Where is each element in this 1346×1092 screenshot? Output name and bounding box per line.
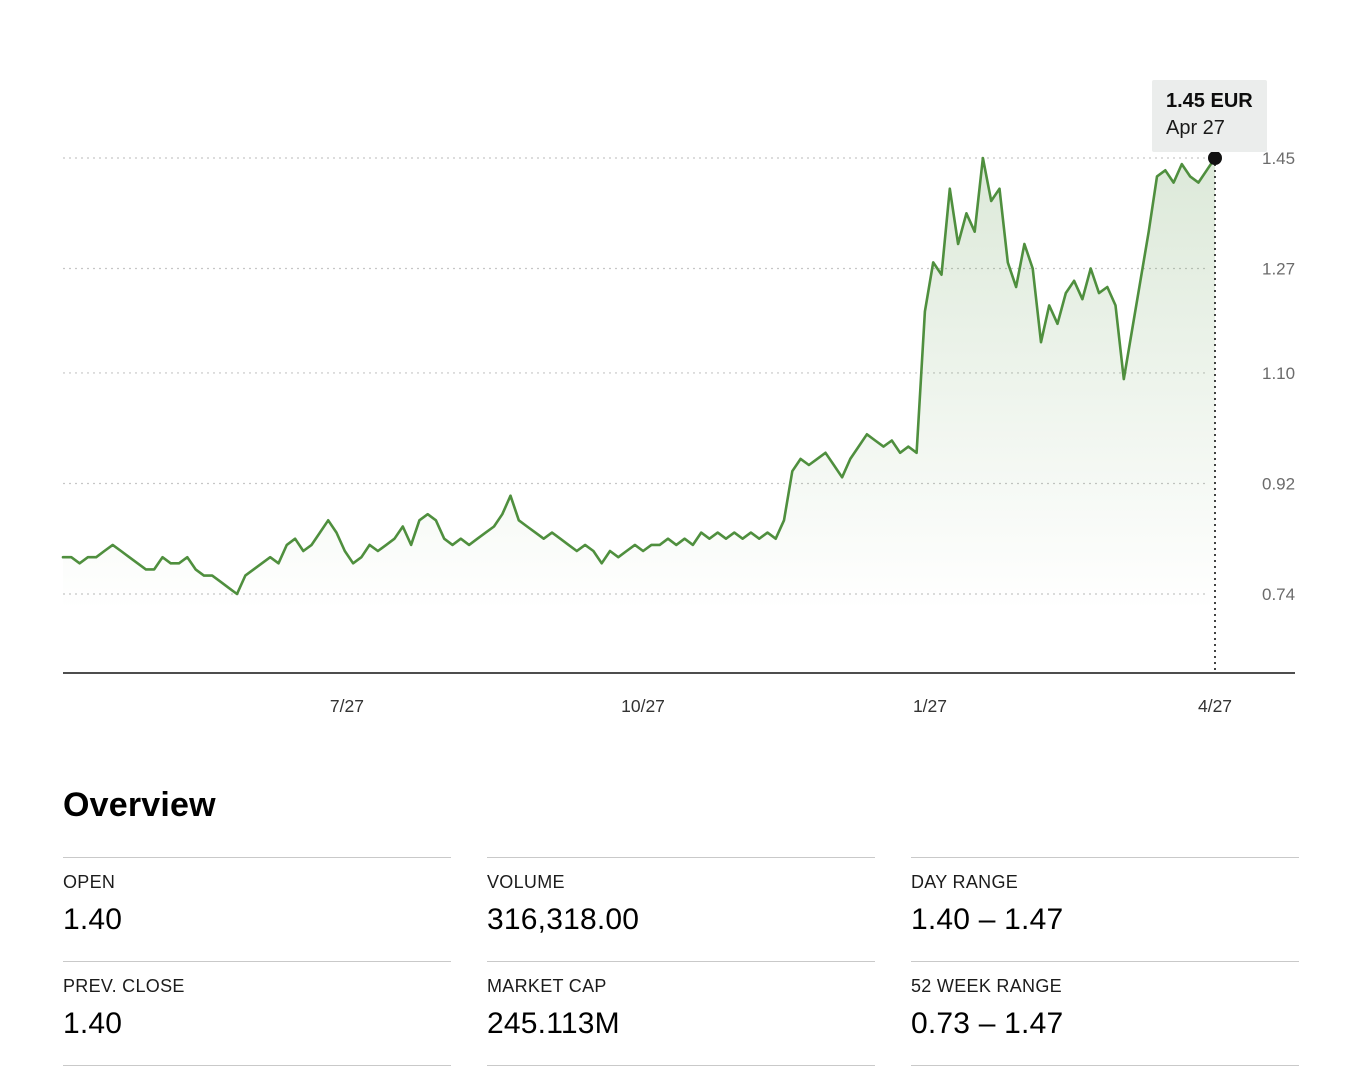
last-point-marker (1208, 151, 1222, 165)
stat-label: DAY RANGE (911, 872, 1019, 892)
overview-stats: OPEN 1.40 VOLUME 316,318.00 DAY RANGE 1.… (63, 857, 1299, 1066)
x-tick-label: 7/27 (330, 696, 364, 716)
y-tick-label: 0.92 (1262, 474, 1295, 493)
stat-label: MARKET CAP (487, 976, 607, 996)
price-chart[interactable]: 1.45 1.27 1.10 0.92 0.74 7/27 10/27 1/27 4/27 1.… (0, 0, 1346, 740)
x-tick-label: 10/27 (621, 696, 665, 716)
stat-value: 1.40 (63, 903, 123, 936)
price-line (61, 156, 1217, 596)
stat-value: 1.40 (63, 1007, 123, 1040)
y-tick-label: 0.74 (1262, 585, 1295, 604)
x-tick-label: 4/27 (1198, 696, 1232, 716)
stat-value: 1.40 – 1.47 (911, 903, 1064, 936)
stat-label: OPEN (63, 872, 116, 892)
price-chart-svg[interactable]: 1.45 1.27 1.10 0.92 0.74 7/27 10/27 1/27 4/27 (0, 0, 1346, 740)
stat-cell-prev-close: PREV. CLOSE 1.40 (63, 961, 451, 1066)
stat-value: 316,318.00 (487, 903, 640, 936)
stat-cell-52-week-range: 52 WEEK RANGE 0.73 – 1.47 (911, 961, 1299, 1066)
stat-value: 245.113M (487, 1007, 620, 1040)
stat-cell-open: OPEN 1.40 (63, 857, 451, 961)
stat-cell-day-range: DAY RANGE 1.40 – 1.47 (911, 857, 1299, 961)
y-tick-label: 1.27 (1262, 260, 1295, 279)
stat-value: 0.73 – 1.47 (911, 1007, 1064, 1040)
stat-label: PREV. CLOSE (63, 976, 185, 996)
stat-cell-market-cap: MARKET CAP 245.113M (487, 961, 875, 1066)
y-tick-label: 1.45 (1262, 149, 1295, 168)
y-tick-label: 1.10 (1262, 364, 1295, 383)
overview-section: Overview OPEN 1.40 VOLUME 316,318.00 DAY… (0, 786, 1346, 1066)
tooltip-date: Apr 27 (1166, 117, 1225, 139)
chart-tooltip: 1.45 EUR Apr 27 (1152, 80, 1267, 152)
stat-label: VOLUME (487, 872, 565, 892)
tooltip-price: 1.45 EUR (1166, 90, 1253, 112)
overview-heading: Overview (63, 786, 216, 824)
stat-label: 52 WEEK RANGE (911, 976, 1062, 996)
stat-cell-volume: VOLUME 316,318.00 (487, 857, 875, 961)
x-tick-label: 1/27 (913, 696, 947, 716)
area-fill (63, 158, 1215, 673)
